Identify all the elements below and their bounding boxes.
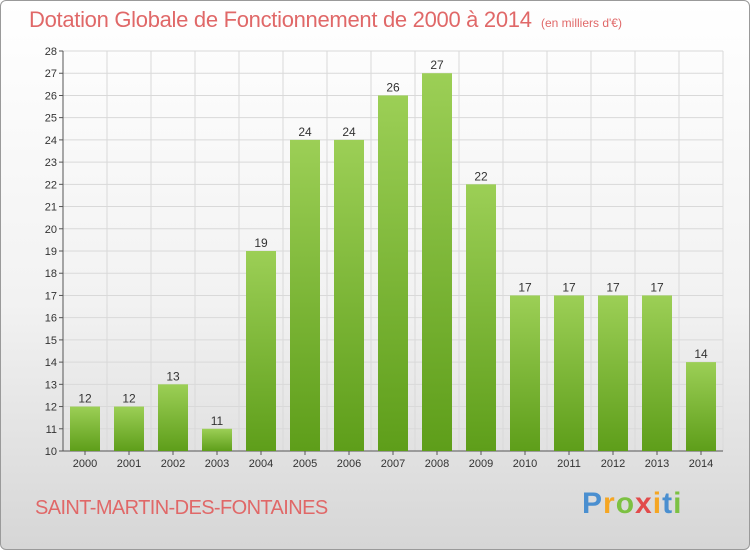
logo-letter: P	[582, 487, 604, 520]
y-tick-label: 26	[45, 90, 57, 102]
logo-letter: x	[635, 487, 653, 520]
value-labels: 12 12 13 11 19 24 24 26 27 22 17 17 17 17 14	[78, 58, 708, 428]
proxiti-logo[interactable]: Proxiti	[582, 487, 682, 521]
bar	[334, 139, 364, 451]
x-tick-label: 2012	[601, 458, 625, 470]
value-label: 17	[562, 280, 576, 294]
bar	[70, 406, 100, 451]
chart-title: Dotation Globale de Fonctionnement de 20…	[29, 7, 532, 32]
bar	[466, 184, 496, 452]
y-tick-label: 19	[45, 246, 57, 258]
bar	[202, 428, 232, 451]
y-tick-label: 25	[45, 113, 57, 125]
x-tick-label: 2002	[161, 458, 185, 470]
y-tick-label: 12	[45, 402, 57, 414]
x-tick-label: 2003	[205, 458, 229, 470]
x-tick-label: 2014	[689, 458, 713, 470]
y-tick-label: 13	[45, 379, 57, 391]
value-label: 12	[122, 392, 136, 406]
bar	[290, 139, 320, 451]
y-tick-label: 18	[45, 268, 57, 280]
value-label: 13	[166, 369, 180, 383]
y-tick-label: 24	[45, 135, 57, 147]
logo-letter: o	[615, 487, 636, 520]
y-tick-label: 10	[45, 446, 57, 458]
value-label: 24	[342, 125, 356, 139]
value-label: 17	[606, 280, 620, 294]
bar	[158, 384, 188, 451]
x-tick-label: 2000	[73, 458, 97, 470]
bar	[510, 295, 540, 451]
y-tick-label: 14	[45, 357, 57, 369]
x-tick-label: 2001	[117, 458, 141, 470]
bar	[686, 362, 716, 451]
value-label: 24	[298, 125, 312, 139]
value-label: 22	[474, 169, 488, 183]
value-label: 17	[650, 280, 664, 294]
bar	[114, 406, 144, 451]
value-label: 14	[694, 347, 708, 361]
x-tick-label: 2009	[469, 458, 493, 470]
bar	[378, 95, 408, 451]
logo-letter: i	[652, 487, 663, 520]
value-label: 12	[78, 392, 92, 406]
logo-letter: i	[673, 487, 683, 520]
x-tick-label: 2005	[293, 458, 317, 470]
y-tick-label: 17	[45, 290, 57, 302]
value-label: 17	[518, 280, 532, 294]
x-tick-label: 2011	[557, 458, 581, 470]
value-label: 11	[211, 414, 224, 428]
y-tick-label: 20	[45, 224, 57, 236]
y-tick-label: 21	[45, 202, 57, 214]
bar	[598, 295, 628, 451]
bar	[642, 295, 672, 451]
y-tick-label: 11	[46, 424, 57, 436]
y-tick-label: 22	[45, 179, 57, 191]
chart-subtitle: (en milliers d'€)	[541, 16, 622, 30]
bar	[554, 295, 584, 451]
bars	[70, 73, 716, 452]
y-tick-label: 16	[45, 313, 57, 325]
y-tick-label: 27	[45, 68, 57, 80]
x-tick-label: 2013	[645, 458, 669, 470]
x-tick-label: 2007	[381, 458, 405, 470]
bar	[422, 73, 452, 451]
y-tick-label: 15	[45, 335, 57, 347]
commune-name: SAINT-MARTIN-DES-FONTAINES	[35, 497, 328, 519]
y-tick-label: 28	[45, 46, 57, 58]
value-label: 19	[254, 236, 268, 250]
x-tick-label: 2010	[513, 458, 537, 470]
value-label: 26	[386, 80, 400, 94]
logo-letter: t	[662, 487, 674, 520]
y-tick-label: 23	[45, 157, 57, 169]
value-label: 27	[430, 58, 444, 72]
x-tick-label: 2004	[249, 458, 273, 470]
bar	[246, 251, 276, 451]
logo-letter: r	[603, 487, 616, 520]
x-tick-label: 2006	[337, 458, 361, 470]
x-tick-label: 2008	[425, 458, 449, 470]
